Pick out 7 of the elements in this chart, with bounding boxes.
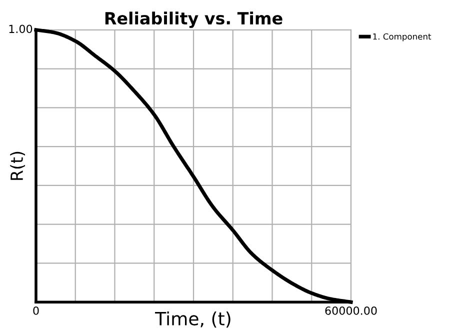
x-tick-label: 0 xyxy=(33,306,39,315)
x-tick-label: 60000.00 xyxy=(325,306,377,315)
text: 1.00 xyxy=(9,24,32,34)
x-axis-title: Time, (t) xyxy=(155,311,230,328)
chart-title: Reliability vs. Time xyxy=(105,12,282,28)
y-axis-title: R(t) xyxy=(10,152,26,180)
legend-label: 1. Component xyxy=(373,33,432,42)
